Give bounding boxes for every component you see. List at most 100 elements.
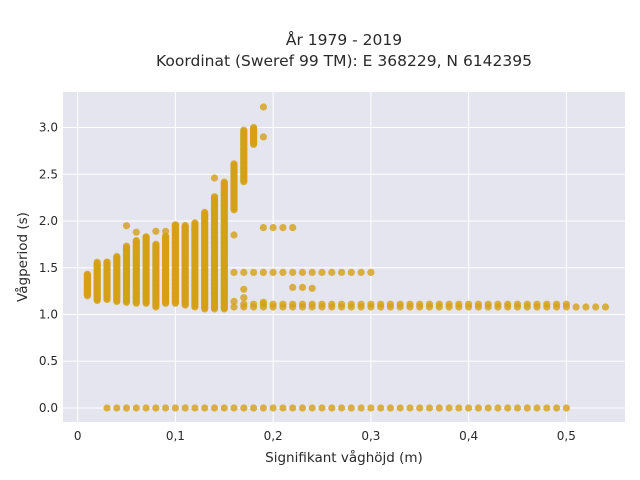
data-point [279, 300, 287, 308]
data-point [445, 404, 453, 412]
data-point [543, 404, 551, 412]
data-point [259, 404, 267, 412]
data-point [259, 268, 267, 276]
data-point [132, 236, 140, 245]
data-point [103, 258, 111, 266]
data-point [357, 300, 365, 308]
y-tick-label: 2.0 [39, 214, 58, 228]
data-point [543, 300, 551, 308]
data-point [230, 297, 238, 305]
grid-lines [63, 92, 625, 422]
x-axis-ticks: 0 0,1 0,2 0,3 0,4 0,5 [74, 429, 576, 443]
data-point [259, 103, 267, 111]
data-point [367, 268, 375, 276]
data-point [240, 300, 248, 308]
data-point [465, 300, 473, 308]
data-point [377, 300, 385, 308]
data-point [601, 303, 610, 311]
data-point [289, 268, 297, 276]
data-point [533, 404, 541, 412]
data-point [240, 268, 248, 276]
data-point [201, 404, 209, 412]
data-point [523, 404, 531, 412]
data-points [83, 103, 610, 412]
data-point [191, 404, 199, 412]
data-point [240, 404, 248, 412]
y-tick-label: 1.0 [39, 307, 58, 321]
data-point [298, 404, 307, 412]
data-point [210, 404, 219, 412]
data-point [328, 268, 336, 276]
data-point [416, 300, 424, 308]
data-point [367, 404, 375, 412]
y-axis-ticks: 0.0 0.5 1.0 1.5 2.0 2.5 3.0 [39, 121, 58, 415]
data-point [347, 404, 355, 412]
data-point [259, 224, 267, 232]
data-point [553, 300, 561, 308]
data-point [347, 300, 355, 308]
data-point [210, 174, 219, 182]
data-point [435, 404, 443, 412]
data-point [328, 300, 336, 308]
data-point [259, 298, 267, 306]
data-point [230, 404, 238, 412]
data-point [93, 258, 101, 266]
data-point [259, 133, 267, 141]
data-point [113, 252, 121, 261]
data-point [504, 404, 512, 412]
data-point [425, 300, 434, 308]
x-tick-label: 0,4 [459, 429, 478, 443]
data-point [386, 404, 394, 412]
data-point [474, 404, 482, 412]
data-point [347, 268, 355, 276]
y-axis-title: Vågperiod (s) [14, 212, 31, 302]
y-tick-label: 1.5 [39, 261, 58, 275]
data-point [289, 300, 297, 308]
x-tick-label: 0,5 [557, 429, 576, 443]
data-point [230, 303, 238, 311]
y-tick-label: 0.0 [39, 401, 58, 415]
data-point [279, 268, 287, 276]
data-point [279, 404, 287, 412]
data-point [338, 404, 346, 412]
data-point [220, 404, 228, 412]
data-point [318, 268, 326, 276]
data-point [162, 227, 170, 235]
data-point [269, 404, 277, 412]
data-point [367, 300, 375, 308]
data-point [455, 300, 463, 308]
data-point [513, 300, 522, 308]
data-point [474, 300, 482, 308]
data-point [357, 404, 365, 412]
data-point [298, 268, 307, 276]
x-tick-label: 0 [74, 429, 82, 443]
data-point [308, 404, 316, 412]
data-point [269, 224, 277, 232]
data-point [132, 404, 140, 412]
data-point [210, 202, 219, 210]
data-point [240, 285, 248, 293]
data-point [396, 300, 404, 308]
data-point [592, 303, 600, 311]
data-point [494, 300, 502, 308]
data-point [406, 404, 414, 412]
data-point [152, 404, 160, 412]
data-point [240, 126, 248, 134]
data-point [181, 224, 189, 232]
data-point [484, 300, 492, 308]
data-point [298, 283, 307, 291]
data-point [289, 404, 297, 412]
data-point [220, 292, 228, 300]
data-point [181, 404, 189, 412]
data-point [142, 233, 150, 241]
data-point [83, 280, 91, 288]
data-point [250, 300, 258, 308]
data-point [220, 223, 228, 231]
data-point [338, 300, 346, 308]
data-point [171, 404, 179, 412]
x-tick-label: 0,2 [264, 429, 283, 443]
data-point [201, 208, 209, 216]
data-point [318, 300, 326, 308]
